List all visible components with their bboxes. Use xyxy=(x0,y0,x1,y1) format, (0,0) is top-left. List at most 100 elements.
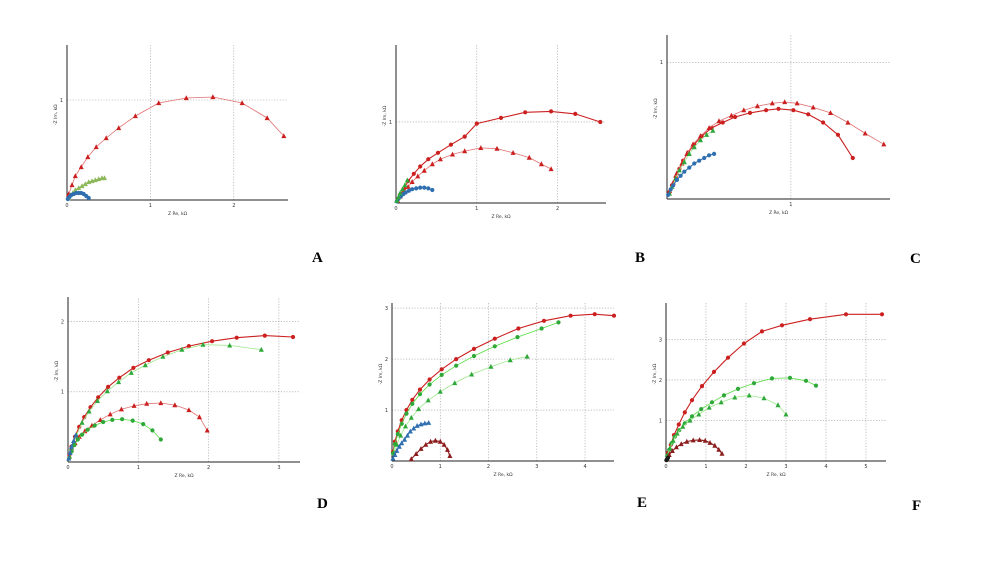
x-tick-label: 2 xyxy=(744,464,747,470)
data-point xyxy=(783,411,789,417)
data-point xyxy=(684,438,690,444)
series-darkred-triangles xyxy=(408,437,453,462)
data-point xyxy=(395,194,401,200)
data-point xyxy=(539,326,544,331)
data-point xyxy=(414,423,420,428)
data-point xyxy=(666,192,671,197)
data-point xyxy=(806,112,811,117)
data-point xyxy=(794,100,800,106)
data-point xyxy=(78,164,84,170)
data-point xyxy=(210,339,215,344)
data-point xyxy=(718,399,724,405)
data-point xyxy=(862,130,868,136)
data-point xyxy=(510,150,516,155)
data-point xyxy=(697,158,702,163)
series-red-triangles xyxy=(66,94,287,197)
y-tick-label: 3 xyxy=(659,337,662,343)
data-point xyxy=(881,141,887,147)
data-point xyxy=(290,334,296,340)
x-tick-label: 4 xyxy=(824,464,827,470)
data-point xyxy=(394,441,400,447)
data-point xyxy=(116,379,122,385)
data-point xyxy=(405,184,411,189)
data-point xyxy=(415,173,421,179)
data-point xyxy=(399,440,405,446)
data-point xyxy=(131,365,136,370)
data-point xyxy=(426,157,431,162)
x-tick-label: 5 xyxy=(864,464,867,470)
data-point xyxy=(397,190,403,196)
data-point xyxy=(79,419,85,425)
data-point xyxy=(416,406,422,412)
data-point xyxy=(407,428,413,434)
series-red-circles xyxy=(390,312,617,454)
data-point xyxy=(196,414,202,420)
x-axis-label: Z Re, kΩ xyxy=(493,472,513,478)
data-point xyxy=(418,185,423,190)
panel-letter: A xyxy=(312,250,323,266)
data-point xyxy=(879,312,885,317)
data-point xyxy=(691,144,697,150)
data-point xyxy=(128,370,134,375)
series-blue-triangles xyxy=(390,420,432,461)
data-point xyxy=(478,145,484,150)
x-tick-label: 0 xyxy=(394,206,397,212)
data-point xyxy=(418,421,424,427)
data-point xyxy=(403,190,408,195)
data-point xyxy=(803,378,809,383)
x-tick-label: 1 xyxy=(789,202,792,208)
data-point xyxy=(725,355,731,360)
data-point xyxy=(728,112,734,118)
data-point xyxy=(776,106,781,111)
data-point xyxy=(262,333,267,338)
data-point xyxy=(813,383,819,388)
series-line xyxy=(669,101,885,191)
data-point xyxy=(492,344,497,349)
data-point xyxy=(71,438,77,443)
data-point xyxy=(408,414,414,420)
data-point xyxy=(172,402,178,408)
data-point xyxy=(417,392,423,397)
data-point xyxy=(682,169,687,174)
data-point xyxy=(761,395,767,401)
data-point xyxy=(441,441,447,447)
data-point xyxy=(674,177,680,182)
data-point xyxy=(741,341,747,346)
data-point xyxy=(102,175,107,181)
series-red-circles xyxy=(395,109,603,202)
x-tick-label: 0 xyxy=(66,465,69,471)
panel-letter: C xyxy=(910,251,921,267)
data-point xyxy=(86,408,92,414)
data-point xyxy=(160,353,166,359)
data-point xyxy=(548,166,554,172)
data-point xyxy=(611,313,617,318)
data-point xyxy=(418,446,424,451)
data-point xyxy=(720,120,725,125)
series-red-triangles xyxy=(395,145,554,203)
chart-panel-b: B 0 1 2 1 Z Re, kΩ -Z Im, kΩ xyxy=(382,45,645,266)
y-tick-label: 2 xyxy=(659,378,662,384)
y-axis-label: -Z Im, kΩ xyxy=(652,363,658,384)
data-point xyxy=(538,161,544,167)
data-point xyxy=(239,100,245,106)
data-point xyxy=(410,187,415,192)
data-point xyxy=(835,132,841,137)
series-green-triangles xyxy=(394,177,410,203)
data-point xyxy=(204,427,210,433)
data-point xyxy=(106,384,111,389)
data-point xyxy=(409,179,415,184)
data-point xyxy=(93,144,99,150)
data-point xyxy=(746,392,752,398)
data-point xyxy=(69,443,74,449)
data-point xyxy=(598,119,603,125)
data-point xyxy=(437,156,443,162)
data-point xyxy=(678,441,684,447)
data-point xyxy=(104,388,110,394)
y-tick-label: 2 xyxy=(385,357,388,363)
data-point xyxy=(791,108,796,113)
data-point xyxy=(716,118,722,124)
y-axis-label: -Z Im, kΩ xyxy=(54,360,60,381)
data-point xyxy=(447,453,453,458)
data-point xyxy=(72,187,78,193)
